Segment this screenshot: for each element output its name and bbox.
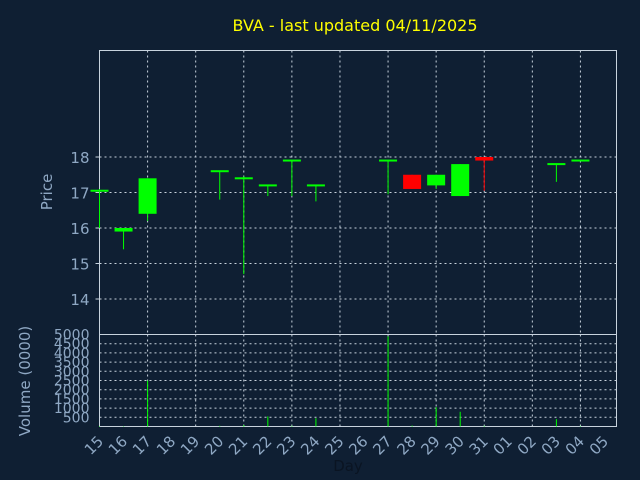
day-tick-label: 29 [418, 432, 444, 458]
day-tick-label: 15 [81, 432, 107, 458]
candle [403, 174, 422, 189]
day-tick-label: 18 [153, 432, 179, 458]
volume-tick-label: 4500 [54, 337, 90, 353]
candle [571, 159, 590, 162]
day-tick-label: 16 [105, 432, 131, 458]
price-tick-labels: 14 15 16 17 18 [70, 149, 89, 309]
day-tick-label: 04 [562, 432, 588, 458]
volume-tick-label: 3500 [54, 355, 90, 371]
day-tick-label: 27 [369, 432, 395, 458]
day-tick-label: 26 [345, 432, 371, 458]
price-tick-label: 14 [70, 291, 89, 309]
candle-body [282, 159, 301, 162]
volume-tick-label: 1000 [54, 401, 90, 417]
candle [427, 174, 446, 189]
volume-series [99, 336, 581, 427]
candle-body [114, 228, 133, 232]
candle-body [451, 164, 470, 197]
day-tick-label: 17 [129, 432, 155, 458]
candle [258, 184, 277, 197]
candle [451, 164, 470, 197]
day-tick-label: 28 [393, 432, 419, 458]
price-tick-label: 16 [70, 220, 89, 238]
day-tick-label: 22 [249, 432, 275, 458]
candle-body [427, 174, 446, 186]
price-axis-label: Price [38, 174, 56, 211]
day-tick-label: 20 [201, 432, 227, 458]
day-tick-label: 25 [321, 432, 347, 458]
volume-tick-label: 500 [63, 410, 90, 426]
price-grid [95, 50, 617, 335]
candle [547, 163, 566, 182]
price-panel-frame [99, 50, 617, 335]
candle [282, 159, 301, 197]
day-tick-label: 31 [466, 432, 492, 458]
candle-body [138, 178, 157, 214]
volume-tick-label: 3000 [54, 364, 90, 380]
candle-body [90, 189, 109, 192]
volume-tick-label: 2500 [54, 374, 90, 390]
x-axis-label: Day [333, 457, 363, 475]
price-tick-label: 15 [70, 256, 89, 274]
candlestick-series [90, 157, 590, 275]
candle-body [210, 170, 229, 173]
day-tick-label: 21 [225, 432, 251, 458]
candle [234, 176, 253, 275]
day-tick-label: 03 [538, 432, 564, 458]
candle [475, 157, 494, 191]
candle [114, 228, 133, 250]
candle-body [403, 174, 422, 189]
volume-tick-label: 4000 [54, 346, 90, 362]
candle [90, 188, 109, 228]
day-tick-label: 02 [514, 432, 540, 458]
candle-body [234, 177, 253, 180]
candle [379, 159, 398, 195]
day-tick-label: 23 [273, 432, 299, 458]
candle [210, 170, 229, 200]
volume-tick-label: 1500 [54, 392, 90, 408]
volume-grid [99, 334, 617, 427]
volume-panel-frame [99, 334, 617, 427]
volume-tick-label: 5000 [54, 328, 90, 344]
day-tick-label: 24 [297, 432, 323, 458]
candle-body [571, 159, 590, 162]
candle [138, 178, 157, 221]
candle-body [547, 163, 566, 166]
day-tick-label: 30 [442, 432, 468, 458]
volume-tick-label: 2000 [54, 383, 90, 399]
candle-body [475, 157, 494, 161]
price-tick-label: 17 [70, 185, 89, 203]
price-tick-label: 18 [70, 149, 89, 167]
chart-title: BVA - last updated 04/11/2025 [232, 16, 477, 35]
candle-body [379, 159, 398, 162]
day-tick-labels: 1516171819202122232425262728293031010203… [81, 432, 612, 458]
volume-axis-label: Volume (0000) [16, 326, 34, 436]
candle [306, 184, 325, 202]
candle-body [306, 184, 325, 187]
day-tick-label: 05 [586, 432, 612, 458]
candle-body [258, 184, 277, 187]
day-tick-label: 19 [177, 432, 203, 458]
day-tick-label: 01 [490, 432, 516, 458]
